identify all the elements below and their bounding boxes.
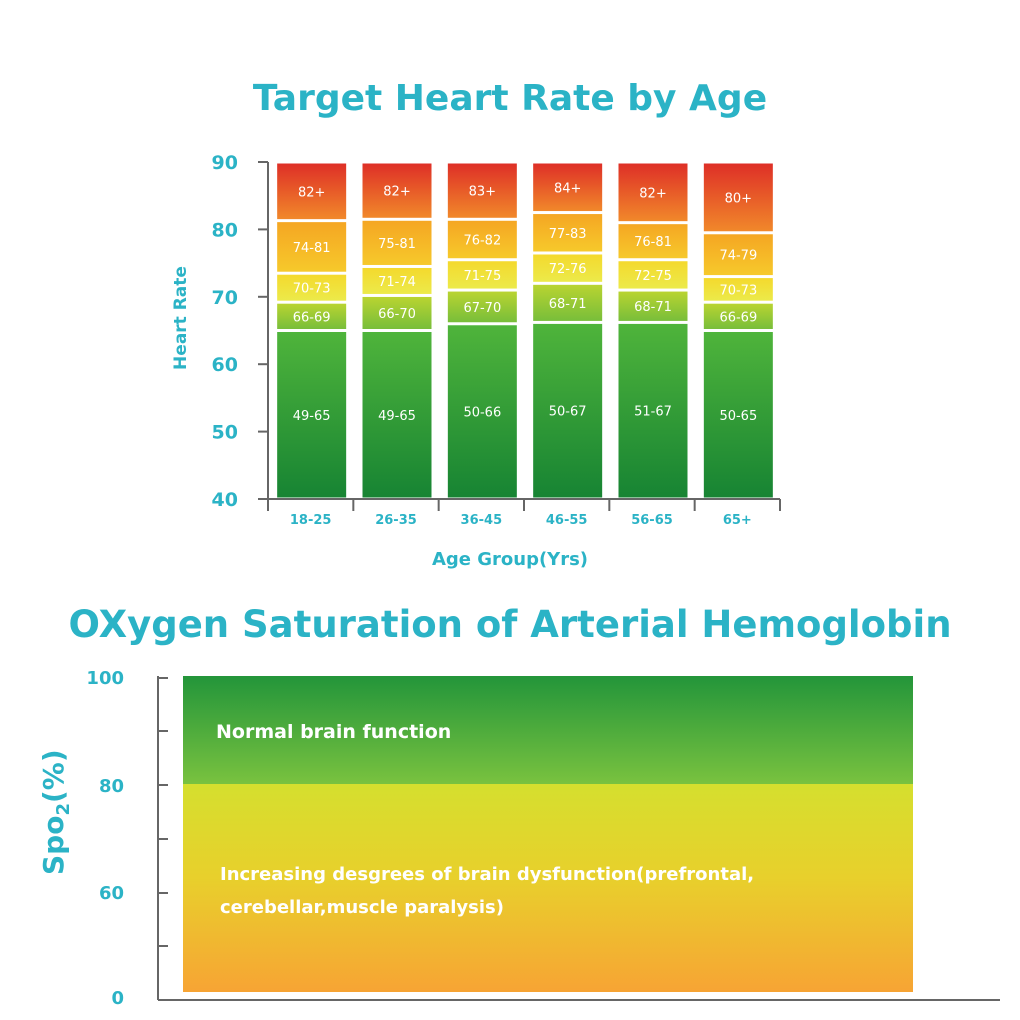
band-dysfunction-label-line1: Increasing desgrees of brain dysfunction… <box>220 864 754 885</box>
bar-segment-label: 50-66 <box>463 405 501 420</box>
ox-y-label-main: Spo <box>37 816 70 875</box>
band-normal <box>183 676 913 784</box>
bar-segment-label: 70-73 <box>719 283 757 298</box>
band-dysfunction <box>183 784 913 992</box>
bar-segment-label: 77-83 <box>549 227 587 242</box>
y-tick-label: 50 <box>212 422 238 444</box>
y-tick-label: 70 <box>212 287 238 309</box>
bar-segment-label: 66-69 <box>719 310 757 325</box>
bar-segment-maximum <box>533 163 603 212</box>
bar-segment-resting <box>447 325 517 498</box>
bar-segment-label: 66-69 <box>293 310 331 325</box>
ox-y-tick-label: 80 <box>99 776 124 797</box>
bar-segment-light <box>618 291 688 321</box>
bar-segment-moderate <box>277 274 347 301</box>
ox-y-tick-label: 0 <box>111 988 124 1009</box>
y-tick-label: 40 <box>212 489 238 511</box>
band-normal-label: Normal brain function <box>216 721 451 743</box>
band-dysfunction-label-line2: cerebellar,muscle paralysis) <box>220 897 504 918</box>
ox-y-label-end: (%) <box>37 749 70 803</box>
x-axis-label: Age Group(Yrs) <box>432 549 588 570</box>
bar-segment-label: 76-82 <box>463 234 501 249</box>
bar-segment-label: 49-65 <box>293 409 331 424</box>
bar-segment-light <box>703 303 773 329</box>
ox-y-tick-label: 60 <box>99 883 124 904</box>
bar-segment-label: 72-75 <box>634 269 672 284</box>
bar-segment-label: 50-65 <box>719 409 757 424</box>
x-tick-label: 46-55 <box>546 513 588 528</box>
ox-y-axis-label: Spo2(%) <box>37 749 74 875</box>
bar-segment-hard <box>277 222 347 272</box>
ox-y-label-sub: 2 <box>53 803 74 816</box>
bar-segment-light <box>277 303 347 329</box>
x-tick-label: 56-65 <box>631 513 673 528</box>
bar-segment-label: 71-75 <box>463 269 501 284</box>
y-tick-label: 90 <box>212 152 238 174</box>
bar-segment-label: 74-79 <box>719 249 757 264</box>
heart-rate-chart-title: Target Heart Rate by Age <box>252 78 768 119</box>
bar-segment-moderate <box>362 267 432 294</box>
x-tick-label: 18-25 <box>290 513 332 528</box>
bar-segment-label: 72-76 <box>549 262 587 277</box>
bar-segment-moderate <box>533 254 603 282</box>
bar-segment-label: 49-65 <box>378 409 416 424</box>
bar-segment-label: 80+ <box>725 191 752 206</box>
x-tick-label: 65+ <box>723 513 752 528</box>
x-tick-label: 36-45 <box>461 513 503 528</box>
bar-segment-hard <box>703 234 773 276</box>
bar-segment-label: 84+ <box>554 181 581 196</box>
y-axis-label: Heart Rate <box>171 266 191 370</box>
bar-segment-maximum <box>703 163 773 232</box>
bar-segment-label: 66-70 <box>378 307 416 322</box>
bar-segment-moderate <box>703 278 773 301</box>
x-tick-label: 26-35 <box>375 513 417 528</box>
bar-segment-label: 74-81 <box>293 241 331 256</box>
bar-segment-label: 67-70 <box>463 301 501 316</box>
bar-segment-light <box>447 291 517 323</box>
bar-segment-maximum <box>277 163 347 220</box>
bar-segment-label: 83+ <box>469 185 496 200</box>
bar-segment-label: 82+ <box>383 185 410 200</box>
bar-segment-hard <box>533 214 603 252</box>
bar-segment-resting <box>618 323 688 498</box>
bar-segment-label: 76-81 <box>634 235 672 250</box>
y-tick-label: 60 <box>212 354 238 376</box>
bar-segment-label: 71-74 <box>378 275 416 290</box>
bar-segment-label: 68-71 <box>549 297 587 312</box>
y-tick-label: 80 <box>212 219 238 241</box>
oxygen-chart-title: OXygen Saturation of Arterial Hemoglobin <box>68 603 952 646</box>
bar-segment-label: 68-71 <box>634 300 672 315</box>
bar-segment-light <box>362 296 432 329</box>
bar-segment-label: 82+ <box>639 186 666 201</box>
bar-segment-label: 70-73 <box>293 282 331 297</box>
bar-segment-moderate <box>447 261 517 289</box>
bar-segment-label: 75-81 <box>378 237 416 252</box>
bar-segment-label: 51-67 <box>634 405 672 420</box>
bar-segment-resting <box>533 323 603 498</box>
bar-segment-light <box>533 284 603 321</box>
bar-segment-resting <box>703 332 773 498</box>
ox-y-tick-label: 100 <box>86 668 124 689</box>
bar-segment-hard <box>447 220 517 259</box>
bar-segment-maximum <box>618 163 688 222</box>
bar-segment-moderate <box>618 261 688 289</box>
bar-segment-resting <box>277 332 347 498</box>
bar-segment-hard <box>362 220 432 265</box>
bar-segment-label: 82+ <box>298 185 325 200</box>
bar-segment-resting <box>362 332 432 498</box>
bar-segment-maximum <box>447 163 517 218</box>
bar-segment-label: 50-67 <box>549 405 587 420</box>
bar-segment-hard <box>618 224 688 259</box>
bar-segment-maximum <box>362 163 432 218</box>
